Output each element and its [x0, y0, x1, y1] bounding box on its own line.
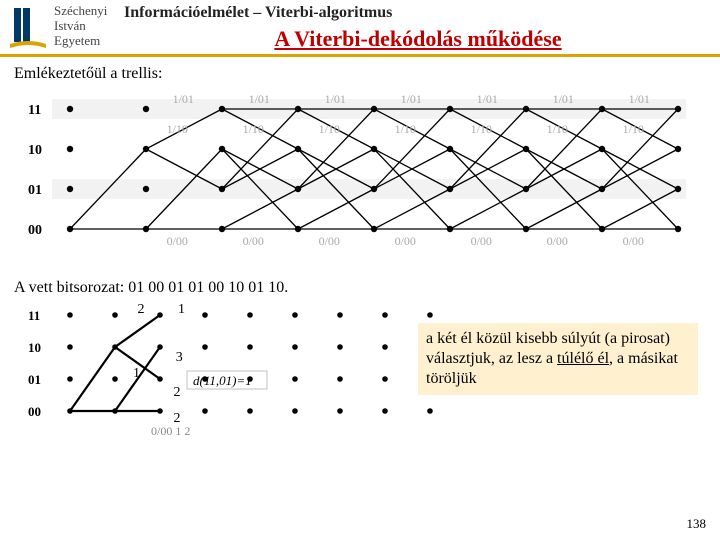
svg-text:1/10: 1/10 — [623, 122, 644, 136]
trellis-diagram-partial: 11100100211322d(11,01)=10/00 1 2 a két é… — [14, 301, 706, 451]
svg-text:10: 10 — [28, 340, 41, 355]
svg-text:0/00: 0/00 — [547, 234, 568, 248]
svg-text:1/01: 1/01 — [325, 92, 346, 106]
svg-text:11: 11 — [28, 308, 40, 323]
svg-text:1/01: 1/01 — [629, 92, 650, 106]
svg-text:1/01: 1/01 — [401, 92, 422, 106]
header: Széchenyi István Egyetem Információelmél… — [0, 0, 720, 52]
trellis-diagram-full: 11 10 01 00 1/01 1/10 0/00 1/01 1/10 0/00 1/01 1/10… — [14, 91, 706, 271]
svg-text:1/10: 1/10 — [243, 122, 264, 136]
svg-text:1/10: 1/10 — [167, 122, 188, 136]
svg-text:1/01: 1/01 — [553, 92, 574, 106]
svg-text:1/01: 1/01 — [477, 92, 498, 106]
note-box: a két él közül kisebb súlyút (a pirosat)… — [418, 323, 698, 395]
subtitle: Információelmélet – Viterbi-algoritmus — [124, 4, 712, 22]
svg-text:00: 00 — [28, 404, 41, 419]
svg-text:00: 00 — [28, 223, 42, 238]
page-number: 138 — [687, 516, 707, 532]
svg-text:1/10: 1/10 — [319, 122, 340, 136]
svg-text:1/10: 1/10 — [395, 122, 416, 136]
svg-text:1/10: 1/10 — [471, 122, 492, 136]
svg-text:0/00: 0/00 — [623, 234, 644, 248]
svg-text:0/00: 0/00 — [319, 234, 340, 248]
svg-text:1: 1 — [178, 302, 185, 317]
svg-text:0/00: 0/00 — [167, 234, 188, 248]
svg-text:11: 11 — [28, 103, 41, 118]
gold-divider — [0, 54, 720, 57]
title-text: A Viterbi-dekódolás működése — [274, 26, 561, 51]
svg-text:2: 2 — [174, 385, 181, 400]
svg-text:01: 01 — [28, 183, 42, 198]
svg-text:2: 2 — [138, 302, 145, 317]
university-logo — [8, 4, 48, 52]
title-block: Információelmélet – Viterbi-algoritmus A… — [124, 4, 712, 52]
uni-text: Széchenyi István Egyetem — [54, 4, 124, 49]
svg-text:1/01: 1/01 — [249, 92, 270, 106]
title: A Viterbi-dekódolás működése — [124, 26, 712, 52]
svg-text:0/00: 0/00 — [243, 234, 264, 248]
svg-text:1: 1 — [133, 366, 140, 381]
svg-text:0/00 1 2: 0/00 1 2 — [151, 424, 190, 438]
svg-text:0/00: 0/00 — [471, 234, 492, 248]
svg-text:3: 3 — [176, 350, 183, 365]
received-text: A vett bitsorozat: 01 00 01 01 00 10 01 … — [0, 279, 720, 297]
svg-text:1/10: 1/10 — [547, 122, 568, 136]
svg-text:d(11,01)=1: d(11,01)=1 — [193, 373, 252, 388]
university-name: Széchenyi István Egyetem — [54, 4, 124, 49]
reminder-text: Emlékeztetőül a trellis: — [0, 65, 720, 83]
svg-text:1/01: 1/01 — [173, 92, 194, 106]
svg-text:0/00: 0/00 — [395, 234, 416, 248]
svg-text:10: 10 — [28, 143, 42, 158]
svg-text:01: 01 — [28, 372, 41, 387]
note-em: túlélő él — [557, 350, 609, 367]
